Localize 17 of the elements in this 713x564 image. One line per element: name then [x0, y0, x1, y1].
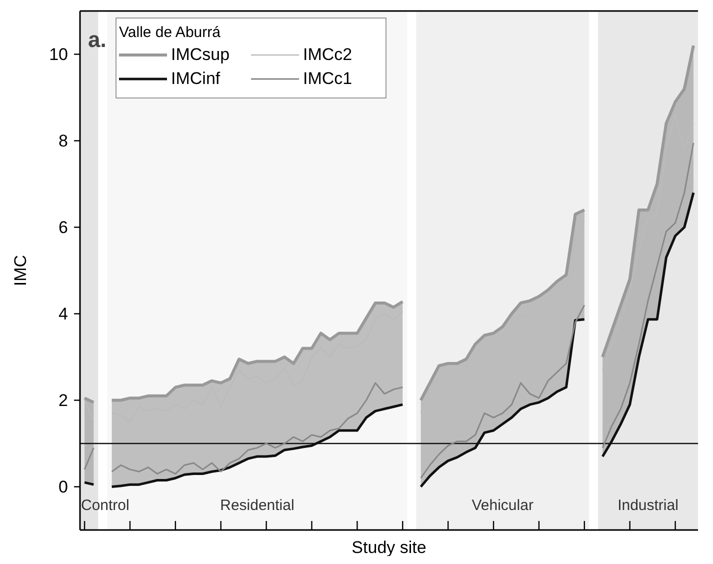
legend-label: IMCc1	[303, 69, 352, 88]
y-tick-label: 2	[58, 391, 68, 410]
legend-label: IMCsup	[171, 45, 230, 64]
annotation: a.	[88, 27, 106, 52]
legend-title: Valle de Aburrá	[119, 24, 222, 41]
legend-label: IMCc2	[303, 45, 352, 64]
y-tick-label: 4	[58, 304, 68, 324]
y-tick-label: 8	[58, 132, 68, 151]
y-tick-label: 6	[58, 218, 68, 238]
y-axis-title: IMC	[11, 254, 30, 286]
y-tick-label: 10	[49, 45, 68, 64]
annotation: Industrial	[618, 497, 678, 514]
annotation: Control	[81, 497, 130, 514]
y-tick-label: 0	[58, 478, 68, 497]
annotation: Residential	[220, 497, 294, 514]
annotation: Vehicular	[472, 497, 534, 514]
legend-label: IMCinf	[171, 69, 220, 88]
